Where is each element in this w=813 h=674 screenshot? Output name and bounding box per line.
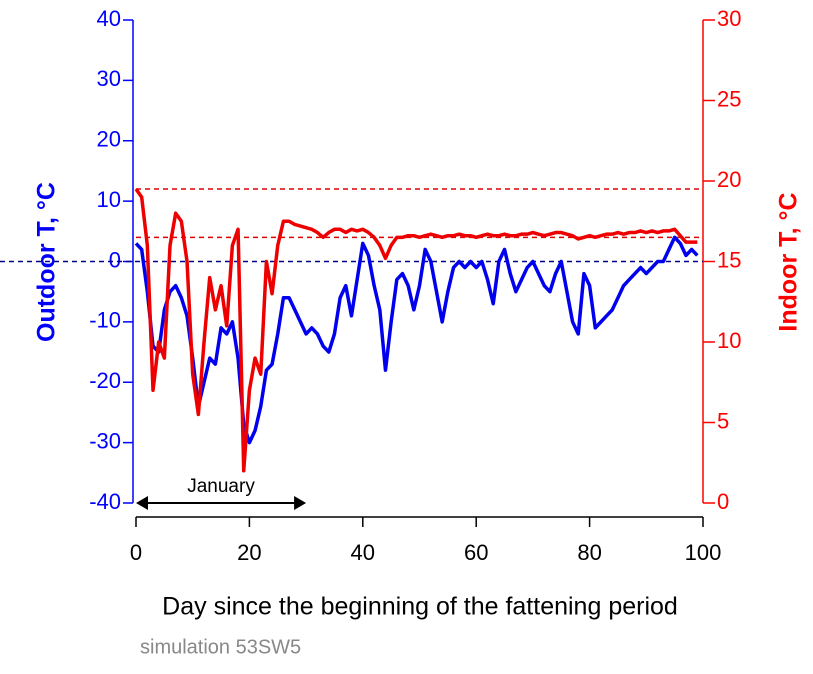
note: simulation 53SW5	[140, 636, 301, 658]
y-tick-label: -20	[89, 368, 121, 393]
y-tick-label: 20	[97, 127, 121, 152]
y-tick-label: -40	[89, 489, 121, 514]
y-tick-label: 10	[97, 187, 121, 212]
y2-tick-label: 0	[717, 489, 729, 514]
y2-tick-label: 25	[717, 86, 741, 111]
y2-tick-label: 10	[717, 328, 741, 353]
x-axis-title: Day since the beginning of the fattening…	[162, 593, 678, 621]
x-tick-label: 80	[577, 540, 601, 565]
x-tick-label: 20	[237, 540, 261, 565]
y2-tick-label: 30	[717, 6, 741, 31]
y2-tick-label: 15	[717, 247, 741, 272]
y-tick-label: 30	[97, 66, 121, 91]
arrow-head	[294, 496, 307, 510]
annotation-label: January	[187, 476, 255, 497]
y-tick-label: 0	[109, 247, 121, 272]
y-tick-label: 40	[97, 6, 121, 31]
x-tick-label: 60	[464, 540, 488, 565]
y-tick-label: -30	[89, 428, 121, 453]
y2-tick-label: 5	[717, 408, 729, 433]
y-tick-label: -10	[89, 308, 121, 333]
arrow-head	[136, 496, 148, 510]
x-tick-label: 40	[351, 540, 375, 565]
y2-axis-title: Indoor T, °C	[775, 192, 803, 331]
y2-tick-label: 20	[717, 167, 741, 192]
data-line	[134, 188, 698, 473]
data-line	[134, 235, 699, 445]
x-tick-label: 0	[130, 540, 142, 565]
x-tick-label: 100	[685, 540, 722, 565]
